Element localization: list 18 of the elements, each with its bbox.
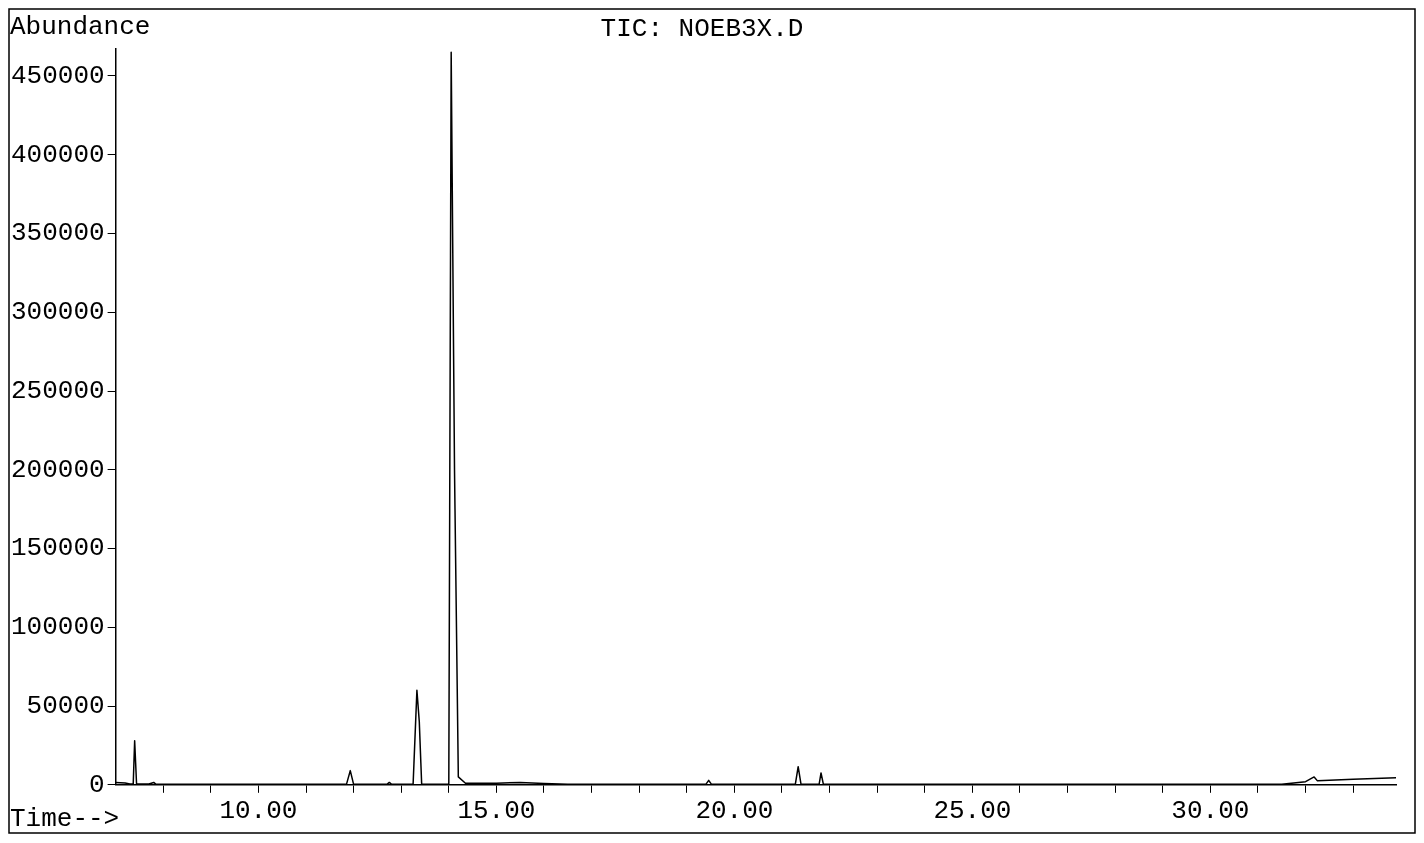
y-tick-label: 50000 — [26, 690, 105, 721]
y-tick-label: 200000 — [10, 454, 105, 485]
y-tick-label: 400000 — [10, 139, 105, 170]
y-tick-label: 0 — [89, 769, 105, 800]
y-tick-label: 100000 — [10, 612, 105, 643]
chart-title: TIC: NOEB3X.D — [600, 14, 804, 45]
x-tick-label: 10.00 — [219, 796, 298, 827]
x-tick-label: 30.00 — [1171, 796, 1250, 827]
x-axis-title: Time--> — [10, 803, 120, 834]
y-tick-label: 300000 — [10, 297, 105, 328]
y-axis-title: Abundance — [10, 11, 151, 42]
x-tick-label: 15.00 — [457, 796, 536, 827]
y-tick-label: 450000 — [10, 60, 105, 91]
x-tick-label: 20.00 — [695, 796, 774, 827]
x-tick-label: 25.00 — [933, 796, 1012, 827]
y-tick-label: 350000 — [10, 218, 105, 249]
y-tick-label: 250000 — [10, 375, 105, 406]
y-tick-label: 150000 — [10, 533, 105, 564]
